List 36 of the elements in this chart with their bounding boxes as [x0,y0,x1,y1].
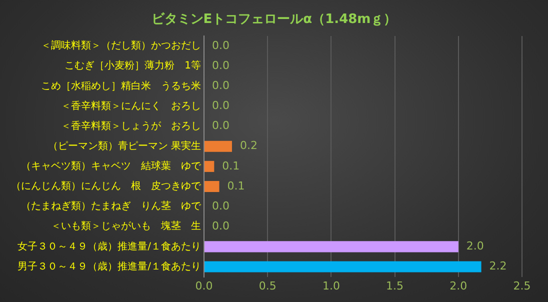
bar [204,261,482,272]
data-label: 0.0 [212,219,230,232]
y-tick-label: （ピーマン類）青ピーマン 果実生 [48,140,201,152]
y-tick-label: 男子３０～４９（歳）推進量/１食あたり [18,260,201,272]
data-label: 0.0 [212,199,230,212]
bar [204,160,214,172]
data-label: 0.1 [227,179,245,192]
y-tick-label: 女子３０～４９（歳）推進量/１食あたり [18,240,201,252]
data-label: 0.2 [240,139,258,152]
x-tick-label: 2.0 [450,279,468,292]
bar [204,241,458,252]
chart-title: ビタミンEトコフェロールα（1.48mｇ） [150,11,398,28]
data-label: 0.0 [212,119,230,132]
y-tick-label: こむぎ［小麦粉］薄力粉 1等 [64,60,201,72]
data-label: 2.0 [466,240,484,253]
data-label: 2.2 [489,260,507,273]
x-tick-label: 1.0 [322,279,340,292]
y-tick-label: こめ［水稲めし］精白米 うるち米 [41,80,201,92]
y-tick-label: ＜調味料類＞（だし類）かつおだし [41,40,201,52]
x-tick-label: 0.5 [258,279,276,292]
data-label: 0.0 [212,38,230,52]
x-tick-label: 2.5 [513,279,531,292]
data-label: 0.1 [222,159,240,172]
bar [204,140,232,152]
y-tick-label: ＜いも類＞じゃがいも 塊茎 生 [51,220,201,232]
y-tick-label: ＜香辛料類＞しょうが おろし [61,120,201,132]
data-label: 0.0 [212,99,230,112]
x-tick-label: 1.5 [386,279,404,292]
y-tick-label: ＜香辛料類＞にんにく おろし [61,100,201,112]
y-tick-label: （にんじん類）にんじん 根 皮つきゆで [11,180,202,192]
data-label: 0.0 [212,79,230,92]
y-tick-label: （キャベツ類）キャベツ 結球葉 ゆで [21,160,202,172]
x-tick-label: 0.0 [195,279,213,292]
data-label: 0.0 [212,58,230,72]
bar [204,180,220,192]
y-tick-label: （たまねぎ類）たまねぎ りん茎 ゆで [21,200,202,212]
